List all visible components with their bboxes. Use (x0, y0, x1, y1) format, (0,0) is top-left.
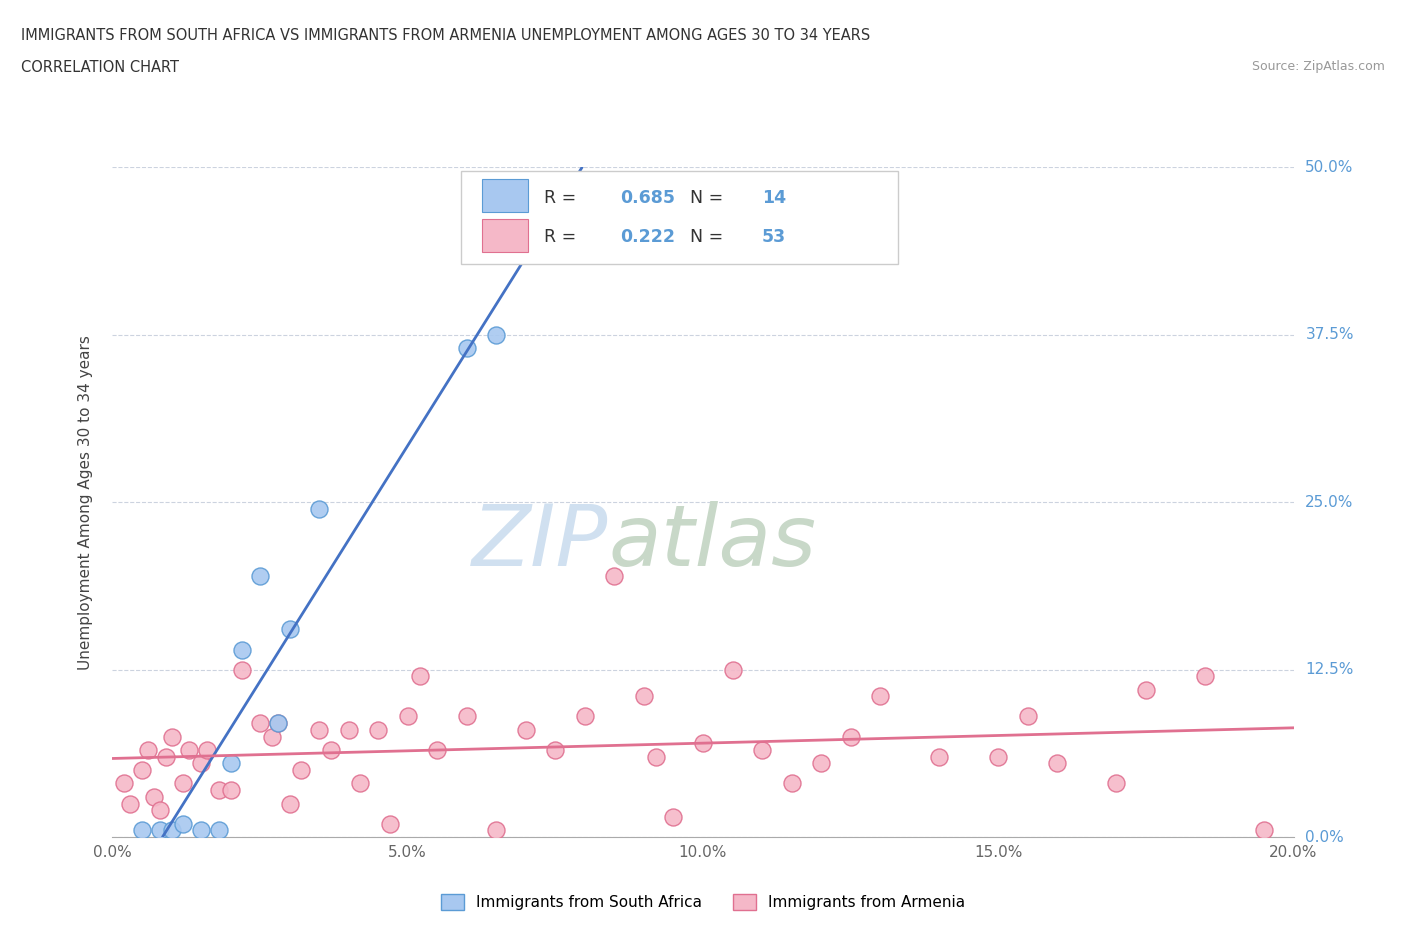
Text: IMMIGRANTS FROM SOUTH AFRICA VS IMMIGRANTS FROM ARMENIA UNEMPLOYMENT AMONG AGES : IMMIGRANTS FROM SOUTH AFRICA VS IMMIGRAN… (21, 28, 870, 43)
Point (208, 823, 231, 838)
Text: Source: ZipAtlas.com: Source: ZipAtlas.com (1251, 60, 1385, 73)
Point (249, 568, 271, 583)
Point (839, 729, 862, 744)
FancyBboxPatch shape (482, 179, 529, 212)
Point (780, 776, 803, 790)
Point (515, 723, 537, 737)
Point (231, 642, 253, 657)
Text: 0.685: 0.685 (620, 190, 675, 207)
Point (190, 756, 212, 771)
Text: R =: R = (544, 190, 581, 207)
Point (160, 729, 183, 744)
Point (426, 742, 449, 757)
Point (172, 776, 194, 790)
Point (260, 729, 283, 744)
Text: R =: R = (544, 228, 581, 246)
Point (349, 776, 371, 790)
Text: 0.0%: 0.0% (1305, 830, 1344, 844)
Point (1194, 669, 1216, 684)
Point (721, 662, 744, 677)
FancyBboxPatch shape (482, 219, 529, 252)
Point (1017, 709, 1039, 724)
Text: 0.222: 0.222 (620, 228, 675, 246)
Point (633, 689, 655, 704)
Text: atlas: atlas (609, 501, 817, 584)
Text: 14: 14 (762, 190, 786, 207)
Point (278, 622, 301, 637)
Point (278, 796, 301, 811)
Text: 53: 53 (762, 228, 786, 246)
Point (160, 823, 183, 838)
Text: N =: N = (679, 228, 730, 246)
Point (928, 750, 950, 764)
Point (319, 742, 342, 757)
Point (155, 750, 177, 764)
Point (149, 823, 172, 838)
Point (751, 742, 773, 757)
Point (231, 662, 253, 677)
Point (190, 823, 212, 838)
Point (810, 756, 832, 771)
Point (396, 709, 419, 724)
Point (692, 736, 714, 751)
Point (208, 783, 231, 798)
Point (869, 689, 891, 704)
Point (485, 823, 508, 838)
Point (456, 709, 478, 724)
Point (644, 750, 666, 764)
Point (249, 716, 271, 731)
Y-axis label: Unemployment Among Ages 30 to 34 years: Unemployment Among Ages 30 to 34 years (79, 335, 93, 670)
Text: N =: N = (679, 190, 730, 207)
Point (1046, 756, 1069, 771)
Point (456, 340, 478, 355)
Point (112, 776, 135, 790)
Point (544, 742, 567, 757)
Point (149, 803, 172, 817)
Point (290, 763, 312, 777)
Point (131, 823, 153, 838)
Point (172, 817, 194, 831)
Point (308, 723, 330, 737)
Point (1105, 776, 1128, 790)
Point (219, 783, 242, 798)
Text: ZIP: ZIP (472, 501, 609, 584)
Legend: Immigrants from South Africa, Immigrants from Armenia: Immigrants from South Africa, Immigrants… (434, 888, 972, 916)
Point (1135, 683, 1157, 698)
FancyBboxPatch shape (461, 171, 898, 264)
Point (120, 796, 142, 811)
Point (136, 742, 159, 757)
Point (485, 327, 508, 342)
Text: CORRELATION CHART: CORRELATION CHART (21, 60, 179, 75)
Point (603, 568, 626, 583)
Point (219, 756, 242, 771)
Point (367, 723, 389, 737)
Point (179, 742, 201, 757)
Point (267, 716, 290, 731)
Point (574, 709, 596, 724)
Point (267, 716, 290, 731)
Text: 25.0%: 25.0% (1305, 495, 1354, 510)
Point (142, 790, 165, 804)
Point (131, 763, 153, 777)
Text: 12.5%: 12.5% (1305, 662, 1354, 677)
Point (337, 723, 360, 737)
Text: 50.0%: 50.0% (1305, 160, 1354, 175)
Point (987, 750, 1010, 764)
Point (408, 669, 430, 684)
Point (1253, 823, 1275, 838)
Point (195, 742, 218, 757)
Point (378, 817, 401, 831)
Point (308, 501, 330, 516)
Point (662, 809, 685, 824)
Text: 37.5%: 37.5% (1305, 327, 1354, 342)
